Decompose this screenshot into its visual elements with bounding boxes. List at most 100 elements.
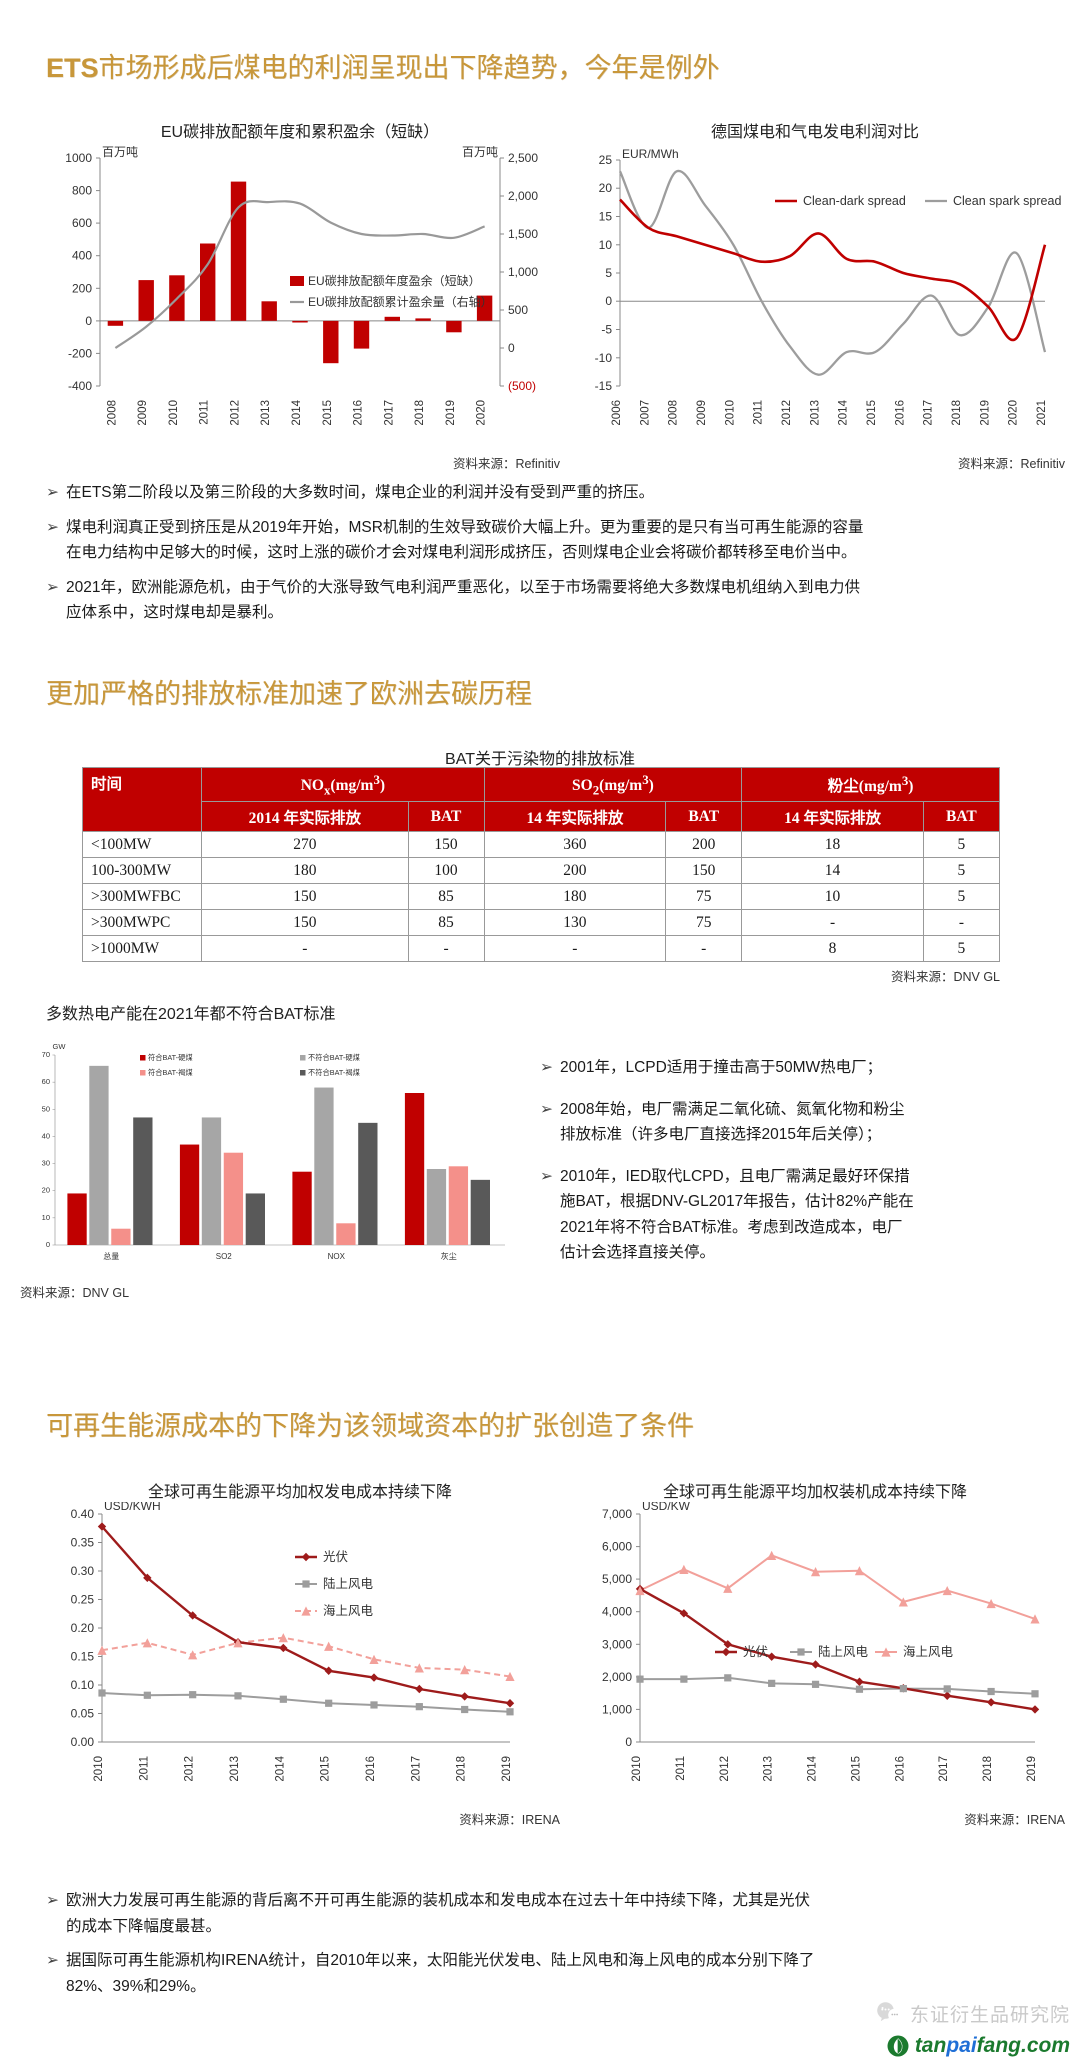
svg-text:2018: 2018 <box>951 400 963 426</box>
svg-text:2013: 2013 <box>229 1756 241 1782</box>
svg-text:0.20: 0.20 <box>71 1621 95 1635</box>
svg-text:2019: 2019 <box>979 400 991 426</box>
svg-text:总量: 总量 <box>103 1251 119 1261</box>
svg-text:2009: 2009 <box>137 400 149 426</box>
svg-text:1,500: 1,500 <box>508 227 538 241</box>
svg-text:-10: -10 <box>595 351 613 365</box>
svg-text:800: 800 <box>72 184 92 198</box>
svg-text:陆上风电: 陆上风电 <box>323 1576 374 1591</box>
svg-text:7,000: 7,000 <box>602 1507 632 1521</box>
svg-text:2012: 2012 <box>781 400 793 426</box>
svg-text:EUR/MWh: EUR/MWh <box>622 147 679 161</box>
svg-text:15: 15 <box>599 210 613 224</box>
svg-text:25: 25 <box>599 153 613 167</box>
svg-text:SO2: SO2 <box>216 1252 233 1261</box>
svg-text:2017: 2017 <box>383 400 395 426</box>
svg-text:1,000: 1,000 <box>508 265 538 279</box>
svg-text:2019: 2019 <box>445 400 457 426</box>
svg-text:50: 50 <box>42 1104 50 1113</box>
svg-text:0.05: 0.05 <box>71 1707 95 1721</box>
svg-text:2014: 2014 <box>838 399 850 425</box>
svg-text:-400: -400 <box>68 379 92 393</box>
svg-text:0: 0 <box>46 1240 50 1249</box>
svg-text:0: 0 <box>85 314 92 328</box>
svg-text:百万吨: 百万吨 <box>102 146 138 159</box>
svg-text:不符合BAT-硬煤: 不符合BAT-硬煤 <box>308 1053 360 1062</box>
svg-text:NOX: NOX <box>328 1252 346 1261</box>
svg-text:陆上风电: 陆上风电 <box>818 1644 869 1659</box>
svg-text:2017: 2017 <box>923 400 935 426</box>
svg-text:2014: 2014 <box>274 1755 286 1781</box>
svg-text:2014: 2014 <box>807 1755 819 1781</box>
svg-text:2010: 2010 <box>168 400 180 426</box>
svg-text:2012: 2012 <box>230 400 242 426</box>
svg-text:2018: 2018 <box>982 1756 994 1782</box>
svg-text:海上风电: 海上风电 <box>903 1644 954 1659</box>
svg-text:0: 0 <box>605 294 612 308</box>
svg-text:2013: 2013 <box>763 1756 775 1782</box>
svg-text:0.35: 0.35 <box>71 1536 95 1550</box>
svg-text:2010: 2010 <box>631 1756 643 1782</box>
svg-text:2015: 2015 <box>866 400 878 426</box>
svg-text:5: 5 <box>605 266 612 280</box>
svg-text:0.15: 0.15 <box>71 1650 95 1664</box>
svg-text:2006: 2006 <box>611 400 623 426</box>
svg-text:-200: -200 <box>68 346 92 360</box>
svg-text:EU碳排放配额累计盈余量（右轴）: EU碳排放配额累计盈余量（右轴） <box>308 294 493 309</box>
svg-text:1000: 1000 <box>65 151 92 165</box>
svg-text:符合BAT-褐煤: 符合BAT-褐煤 <box>148 1068 193 1077</box>
svg-text:400: 400 <box>72 249 92 263</box>
svg-text:2017: 2017 <box>410 1756 422 1782</box>
svg-text:4,000: 4,000 <box>602 1605 632 1619</box>
svg-text:2008: 2008 <box>106 400 118 426</box>
svg-text:Clean spark spread: Clean spark spread <box>953 194 1061 208</box>
svg-text:2017: 2017 <box>938 1756 950 1782</box>
svg-text:6,000: 6,000 <box>602 1540 632 1554</box>
svg-text:2009: 2009 <box>696 400 708 426</box>
svg-text:5,000: 5,000 <box>602 1572 632 1586</box>
svg-text:2,000: 2,000 <box>602 1670 632 1684</box>
svg-text:Clean-dark spread: Clean-dark spread <box>803 194 906 208</box>
svg-text:-15: -15 <box>595 379 613 393</box>
svg-text:0.30: 0.30 <box>71 1564 95 1578</box>
svg-text:2019: 2019 <box>1026 1756 1038 1782</box>
svg-text:USD/KW: USD/KW <box>642 1502 691 1513</box>
svg-text:2018: 2018 <box>414 400 426 426</box>
svg-text:200: 200 <box>72 281 92 295</box>
svg-text:百万吨: 百万吨 <box>462 146 498 159</box>
svg-text:2011: 2011 <box>675 1756 687 1781</box>
svg-text:0.25: 0.25 <box>71 1593 95 1607</box>
svg-text:0.10: 0.10 <box>71 1678 95 1692</box>
svg-text:光伏: 光伏 <box>743 1645 769 1659</box>
svg-text:3,000: 3,000 <box>602 1637 632 1651</box>
svg-text:2018: 2018 <box>456 1756 468 1782</box>
svg-text:500: 500 <box>508 303 528 317</box>
svg-text:0: 0 <box>508 341 515 355</box>
svg-text:不符合BAT-褐煤: 不符合BAT-褐煤 <box>308 1068 360 1077</box>
svg-text:2015: 2015 <box>322 400 334 426</box>
svg-text:2010: 2010 <box>93 1756 105 1782</box>
svg-text:2013: 2013 <box>809 400 821 426</box>
svg-text:2011: 2011 <box>199 400 211 425</box>
svg-text:600: 600 <box>72 216 92 230</box>
svg-text:0.40: 0.40 <box>71 1507 95 1521</box>
svg-text:符合BAT-硬煤: 符合BAT-硬煤 <box>148 1053 193 1062</box>
svg-text:20: 20 <box>42 1186 50 1195</box>
svg-text:光伏: 光伏 <box>323 1550 349 1564</box>
svg-text:2016: 2016 <box>353 400 365 426</box>
svg-text:2021: 2021 <box>1036 400 1048 426</box>
svg-text:GW: GW <box>53 1042 67 1051</box>
svg-text:2012: 2012 <box>719 1756 731 1782</box>
svg-text:海上风电: 海上风电 <box>323 1603 374 1618</box>
svg-text:70: 70 <box>42 1050 50 1059</box>
svg-text:2007: 2007 <box>639 400 651 426</box>
svg-text:2016: 2016 <box>894 400 906 426</box>
svg-text:2013: 2013 <box>260 400 272 426</box>
svg-text:EU碳排放配额年度盈余（短缺）: EU碳排放配额年度盈余（短缺） <box>308 273 481 288</box>
svg-text:2019: 2019 <box>501 1756 513 1782</box>
svg-text:0: 0 <box>625 1735 632 1749</box>
svg-text:2016: 2016 <box>894 1756 906 1782</box>
svg-text:2014: 2014 <box>291 399 303 425</box>
svg-text:10: 10 <box>42 1213 50 1222</box>
svg-text:USD/KWH: USD/KWH <box>104 1502 161 1513</box>
